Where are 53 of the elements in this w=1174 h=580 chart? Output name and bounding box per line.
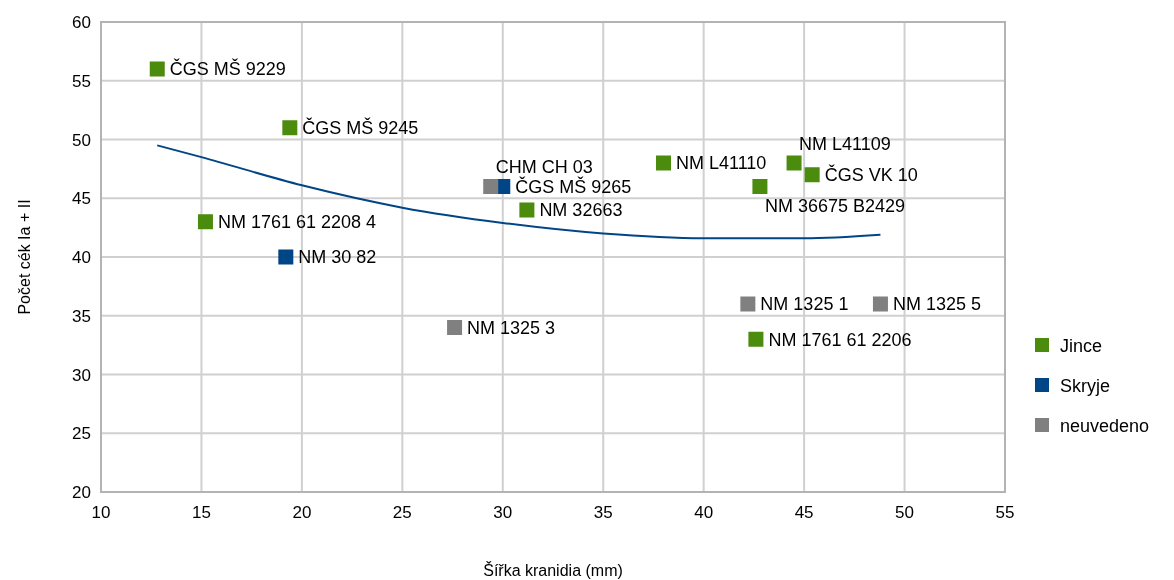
point	[278, 249, 294, 265]
point	[740, 296, 756, 312]
x-tick-label: 30	[493, 503, 513, 522]
y-tick-label: 40	[72, 248, 91, 267]
x-tick-label: 10	[91, 503, 111, 522]
y-tick-label: 25	[72, 424, 91, 444]
point	[655, 155, 671, 171]
point	[786, 155, 802, 171]
annotation: NM 1325 3	[467, 317, 556, 338]
y-tick-label: 30	[72, 365, 91, 385]
x-tick-label: 25	[392, 503, 412, 522]
y-tick-label: 50	[72, 130, 91, 150]
annotation: NM 36675 B2429	[764, 196, 906, 216]
y-tick-label: 20	[72, 483, 91, 502]
annotation: CHM CH 03	[495, 157, 593, 177]
annotation: NM 1761 61 2208 4	[217, 212, 377, 233]
annotation: NM L41109	[799, 133, 891, 154]
annotation: ČGS VK 10	[824, 164, 918, 186]
x-tick-label: 45	[794, 503, 814, 522]
point	[519, 202, 535, 218]
x-tick-label: 55	[995, 503, 1015, 522]
y-tick-label: 45	[72, 189, 91, 209]
legend-label: neuvedeno	[1060, 416, 1150, 436]
annotation: ČGS MŠ 9245	[302, 117, 419, 139]
point	[872, 296, 888, 312]
annotation: NM 1761 61 2206	[768, 329, 912, 350]
point	[748, 331, 764, 347]
x-tick-label: 35	[593, 503, 613, 522]
x-axis-title: Šířka kranidia (mm)	[483, 561, 623, 579]
y-tick-label: 55	[72, 71, 91, 91]
legend-label: Skryje	[1060, 376, 1111, 396]
annotation: ČGS MŠ 9265	[515, 175, 632, 197]
point	[804, 167, 820, 183]
point	[282, 120, 298, 136]
point	[197, 214, 213, 230]
annotation: NM 30 82	[298, 247, 377, 268]
point	[447, 320, 463, 335]
x-tick-label: 20	[292, 503, 312, 522]
x-tick-label: 15	[191, 503, 211, 522]
y-tick-label: 35	[72, 306, 91, 326]
annotation: NM L41110	[675, 153, 767, 174]
annotation: NM 1325 5	[892, 294, 982, 315]
y-axis-title: Počet cék Ia + II	[16, 199, 33, 315]
annotation: NM 32663	[539, 200, 623, 221]
legend-label: Jince	[1060, 336, 1103, 356]
point	[752, 179, 768, 194]
x-tick-label: 40	[694, 503, 714, 522]
annotation: NM 1325 1	[760, 294, 849, 315]
y-tick-label: 60	[72, 13, 91, 32]
annotation: ČGS MŠ 9229	[169, 58, 286, 80]
point	[483, 179, 499, 194]
x-tick-label: 50	[895, 503, 915, 522]
point	[149, 61, 165, 77]
